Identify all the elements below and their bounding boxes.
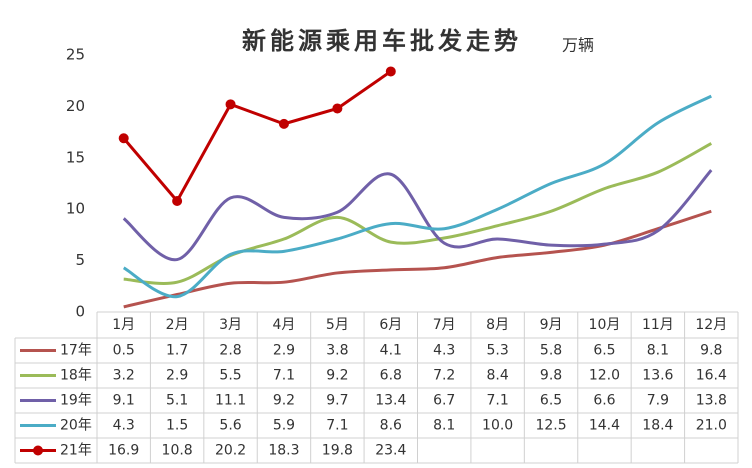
x-tick-label: 12月	[695, 317, 727, 333]
legend-label: 21年	[60, 443, 92, 459]
legend-label: 17年	[60, 343, 92, 359]
table-value: 2.9	[273, 343, 295, 359]
table-value: 11.1	[215, 393, 246, 409]
y-tick-label: 10	[66, 200, 85, 218]
table-value: 5.8	[540, 343, 562, 359]
x-tick-label: 8月	[486, 317, 509, 333]
y-tick-label: 20	[66, 97, 85, 115]
table-value: 9.2	[273, 393, 295, 409]
table-value: 7.9	[647, 393, 669, 409]
x-tick-label: 5月	[326, 317, 349, 333]
table-value: 6.6	[593, 393, 615, 409]
table-value: 2.8	[219, 343, 241, 359]
table-value: 7.2	[433, 368, 455, 384]
table-value: 13.6	[642, 368, 673, 384]
table-value: 23.4	[375, 443, 406, 459]
x-tick-label: 1月	[112, 317, 135, 333]
series-line	[122, 169, 713, 262]
table-value: 9.7	[326, 393, 348, 409]
table-value: 6.5	[540, 393, 562, 409]
series-line	[123, 142, 713, 285]
table-value: 7.1	[326, 418, 348, 434]
table-value: 3.8	[326, 343, 348, 359]
table-value: 5.9	[273, 418, 295, 434]
legend-label: 20年	[60, 418, 92, 434]
table-value: 5.5	[219, 368, 241, 384]
table-value: 3.2	[113, 368, 135, 384]
table-value: 19.8	[322, 443, 353, 459]
table-value: 10.8	[162, 443, 193, 459]
table-value: 14.4	[589, 418, 620, 434]
table-value: 13.4	[375, 393, 406, 409]
table-value: 7.1	[486, 393, 508, 409]
data-point	[172, 195, 183, 206]
y-tick-label: 25	[66, 46, 85, 64]
table-value: 13.8	[696, 393, 727, 409]
table-value: 9.1	[113, 393, 135, 409]
table-value: 5.3	[486, 343, 508, 359]
x-tick-label: 2月	[166, 317, 189, 333]
table-value: 8.1	[647, 343, 669, 359]
table-value: 12.0	[589, 368, 620, 384]
y-tick-label: 15	[66, 148, 85, 166]
chart-subtitle: 万辆	[562, 36, 594, 55]
table-value: 9.2	[326, 368, 348, 384]
data-point	[118, 133, 129, 144]
x-tick-label: 10月	[589, 317, 621, 333]
table-value: 12.5	[535, 418, 566, 434]
data-point	[278, 118, 289, 129]
table-value: 6.7	[433, 393, 455, 409]
data-point	[332, 103, 343, 114]
table-value: 8.4	[486, 368, 508, 384]
table-value: 1.7	[166, 343, 188, 359]
table-value: 8.1	[433, 418, 455, 434]
table-value: 5.6	[219, 418, 241, 434]
table-value: 4.3	[113, 418, 135, 434]
x-tick-label: 7月	[433, 317, 456, 333]
table-value: 8.6	[380, 418, 402, 434]
x-tick-label: 9月	[540, 317, 563, 333]
table-value: 18.4	[642, 418, 673, 434]
table-value: 21.0	[696, 418, 727, 434]
x-tick-label: 6月	[379, 317, 402, 333]
table-value: 9.8	[700, 343, 722, 359]
x-tick-label: 3月	[219, 317, 242, 333]
table-value: 6.8	[380, 368, 402, 384]
table-value: 0.5	[113, 343, 135, 359]
legend-label: 19年	[60, 393, 92, 409]
table-value: 16.9	[108, 443, 139, 459]
data-point	[385, 66, 396, 77]
table-value: 9.8	[540, 368, 562, 384]
legend-label: 18年	[60, 368, 92, 384]
legend-marker	[33, 445, 43, 456]
series-line	[122, 94, 712, 299]
table-value: 10.0	[482, 418, 513, 434]
table-value: 4.1	[380, 343, 402, 359]
y-tick-label: 0	[75, 303, 85, 321]
x-tick-label: 4月	[272, 317, 295, 333]
table-value: 7.1	[273, 368, 295, 384]
table-value: 16.4	[696, 368, 727, 384]
chart-title: 新能源乘用车批发走势	[242, 27, 522, 55]
series-line	[122, 70, 392, 204]
table-value: 5.1	[166, 393, 188, 409]
table-value: 20.2	[215, 443, 246, 459]
table-value: 1.5	[166, 418, 188, 434]
table-value: 6.5	[593, 343, 615, 359]
table-value: 18.3	[268, 443, 299, 459]
table-value: 2.9	[166, 368, 188, 384]
x-tick-label: 11月	[642, 317, 674, 333]
y-tick-label: 5	[75, 251, 85, 269]
data-point	[225, 99, 236, 110]
table-value: 4.3	[433, 343, 455, 359]
